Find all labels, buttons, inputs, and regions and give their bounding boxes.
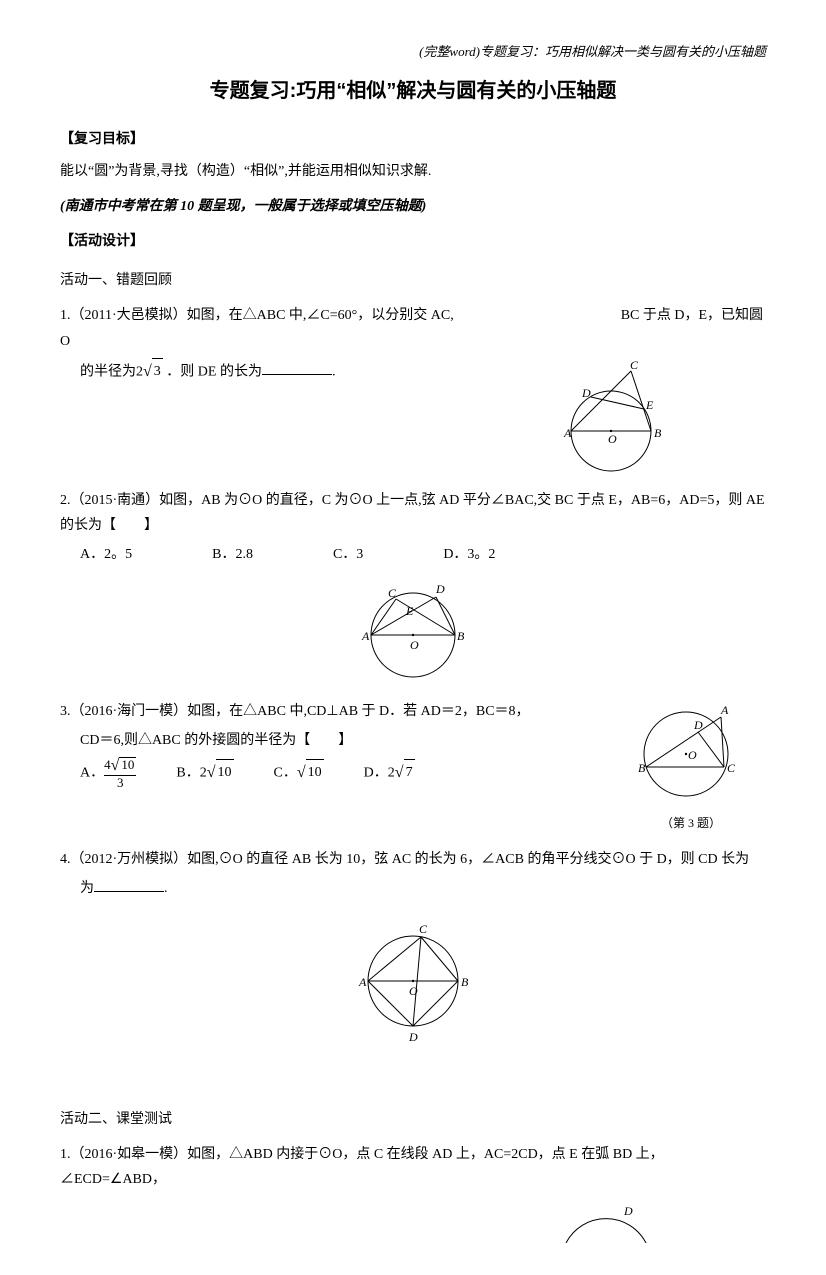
p1-sqrt: 3 [152,358,163,384]
svg-text:O: O [688,748,697,762]
page-title: 专题复习:巧用“相似”解决与圆有关的小压轴题 [60,73,766,109]
svg-text:C: C [388,586,397,600]
figure-4: A B C D O [343,911,483,1061]
context-note: (南通市中考常在第 10 题呈现，一般属于选择或填空压轴题) [60,194,766,219]
p1-line2a: 的半径为2 [80,364,143,379]
blank-fill-4 [94,878,164,892]
figure-3: A B C D O [616,699,766,809]
figure-2: A B C D E O [348,577,478,687]
svg-text:A: A [563,426,572,440]
svg-text:C: C [419,922,428,936]
design-label: 【活动设计】 [60,229,766,254]
p2-optA: A．2。5 [80,542,132,567]
p2-optC: C．3 [333,542,363,567]
svg-text:O: O [410,638,419,652]
p1-line1a: 1.（2011·大邑模拟）如图，在△ABC 中,∠C=60°，以分别交 AC, [60,308,454,323]
svg-text:A: A [361,629,370,643]
goal-label: 【复习目标】 [60,127,766,152]
problem-3: 3.（2016·海门一模）如图，在△ABC 中,CD⊥AB 于 D．若 AD＝2… [60,699,766,835]
svg-text:D: D [581,386,591,400]
p2-text: 2.（2015·南通）如图，AB 为⊙O 的直径，C 为⊙O 上一点,弦 AD … [60,488,766,538]
svg-text:C: C [630,361,639,372]
p1-line2c: . [332,364,336,379]
p2-optD: D．3。2 [443,542,495,567]
svg-text:D: D [408,1030,418,1044]
problem-5: 1.（2016·如皋一模）如图，△ABD 内接于⊙O，点 C 在线段 AD 上，… [60,1142,766,1242]
svg-text:D: D [435,582,445,596]
p3-line1: 3.（2016·海门一模）如图，在△ABC 中,CD⊥AB 于 D．若 AD＝2… [60,699,616,724]
p2-optB: B．2.8 [212,542,253,567]
p3-optA: A．4√103 [80,757,136,790]
p3-caption: （第 3 题） [616,813,766,835]
svg-text:O: O [608,432,617,446]
svg-text:E: E [645,398,654,412]
svg-text:C: C [727,761,736,775]
p3-optD: D．2√7 [364,759,415,788]
svg-text:B: B [461,975,469,989]
svg-text:D: D [623,1204,633,1218]
blank-fill [262,361,332,375]
svg-text:B: B [654,426,662,440]
svg-text:B: B [457,629,465,643]
p3-optC: C．√10 [274,759,324,788]
figure-1: A B C D E O [546,361,686,476]
svg-text:B: B [638,761,646,775]
problem-1: 1.（2011·大邑模拟）如图，在△ABC 中,∠C=60°，以分别交 AC, … [60,303,766,475]
header-note: (完整word)专题复习：巧用相似解决一类与圆有关的小压轴题 [60,40,766,63]
problem-2: 2.（2015·南通）如图，AB 为⊙O 的直径，C 为⊙O 上一点,弦 AD … [60,488,766,688]
p1-line2b: ．则 DE 的长为 [163,364,262,379]
goal-text: 能以“圆”为背景,寻找（构造）“相似”,并能运用相似知识求解. [60,159,766,184]
figure-5-partial: D [546,1203,666,1243]
p5-text: 1.（2016·如皋一模）如图，△ABD 内接于⊙O，点 C 在线段 AD 上，… [60,1142,766,1192]
svg-text:A: A [720,703,729,717]
svg-text:D: D [693,718,703,732]
activity1-label: 活动一、错题回顾 [60,268,766,293]
p3-optB: B．2√10 [176,759,233,788]
problem-4: 4.（2012·万州模拟）如图,⊙O 的直径 AB 长为 10，弦 AC 的长为… [60,847,766,1061]
p3-line2: CD＝6,则△ABC 的外接圆的半径为【 】 [60,728,616,753]
svg-text:E: E [405,604,414,618]
p4-text: 4.（2012·万州模拟）如图,⊙O 的直径 AB 长为 10，弦 AC 的长为… [60,852,749,867]
svg-text:A: A [358,975,367,989]
svg-text:O: O [409,984,418,998]
p4-suffix: . [164,881,168,896]
activity2-label: 活动二、课堂测试 [60,1107,766,1132]
